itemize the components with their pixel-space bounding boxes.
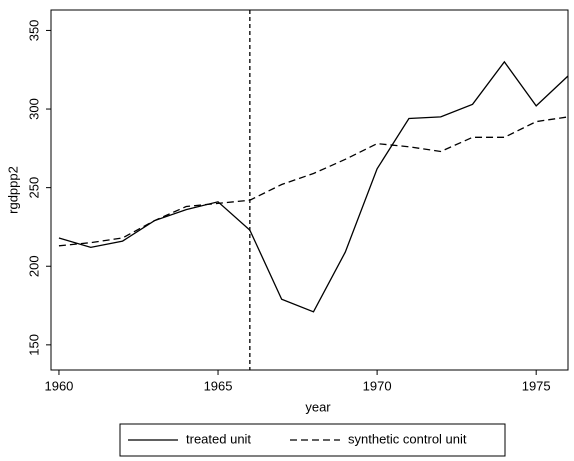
x-tick-label: 1975 xyxy=(522,378,551,393)
y-tick-label: 200 xyxy=(26,255,41,277)
y-tick-label: 250 xyxy=(26,177,41,199)
legend-box xyxy=(119,423,506,457)
y-tick-label: 150 xyxy=(26,334,41,356)
plot-frame xyxy=(50,9,569,371)
x-tick-label: 1965 xyxy=(204,378,233,393)
y-tick-label: 300 xyxy=(26,98,41,120)
x-tick-label: 1970 xyxy=(363,378,392,393)
y-axis-label: rgdppp2 xyxy=(5,166,20,214)
x-axis-label: year xyxy=(305,399,331,414)
legend-label: synthetic control unit xyxy=(348,431,467,446)
legend-label: treated unit xyxy=(186,431,251,446)
y-tick-label: 350 xyxy=(26,20,41,42)
series-line xyxy=(58,60,569,313)
x-tick-label: 1960 xyxy=(44,378,73,393)
series-line xyxy=(58,116,569,247)
